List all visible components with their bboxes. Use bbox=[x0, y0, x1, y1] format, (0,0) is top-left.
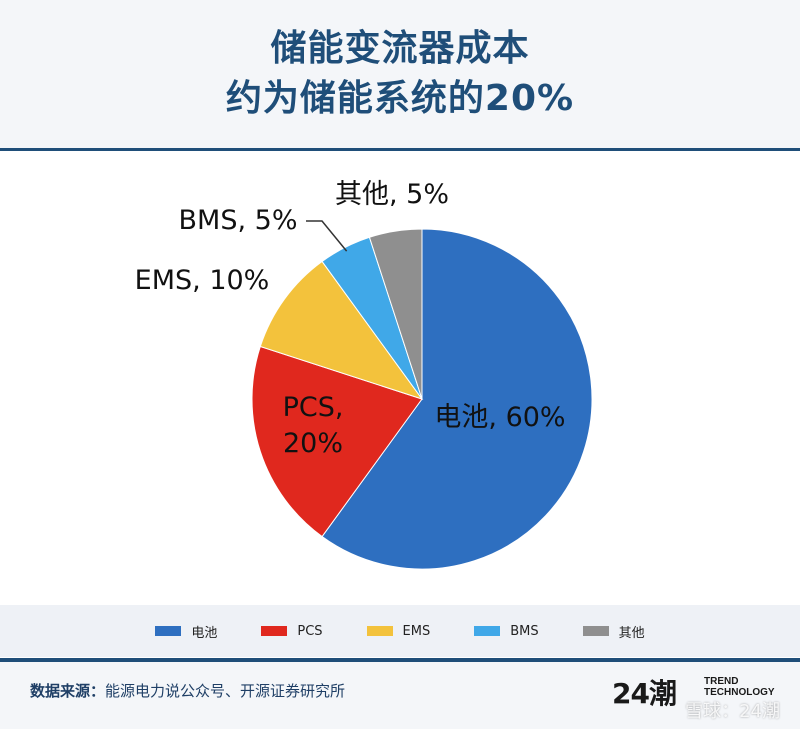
pie-slice-pcs bbox=[251, 345, 423, 538]
brand-text: TREND TECHNOLOGY bbox=[704, 676, 775, 698]
brand-logo: 24潮 TREND TECHNOLOGY bbox=[612, 670, 792, 710]
legend-swatch-other bbox=[582, 626, 609, 636]
brand-line-1: TREND bbox=[704, 676, 739, 687]
brand-mark: 24潮 bbox=[612, 677, 677, 710]
legend-item-battery: 电池 bbox=[155, 622, 217, 641]
pie-slices bbox=[251, 228, 593, 570]
legend-label-pcs: PCS bbox=[297, 623, 323, 639]
legend: 电池 PCS EMS BMS 其他 bbox=[0, 605, 800, 657]
legend-label-other: 其他 bbox=[618, 625, 645, 641]
data-source-label: 数据来源： bbox=[30, 682, 106, 700]
pie-slice-other bbox=[368, 228, 423, 400]
legend-label-ems: EMS bbox=[402, 623, 431, 639]
pie-chart: 电池, 60% PCS, 20% EMS, 10% BMS, 5% 其他, 5% bbox=[135, 179, 593, 570]
legend-swatch-battery bbox=[155, 626, 182, 636]
pie-slice-ems bbox=[259, 260, 424, 400]
chart-title-line-1: 储能变流器成本 bbox=[270, 28, 530, 69]
watermark: 雪球：24潮 bbox=[685, 701, 780, 722]
legend-item-ems: EMS bbox=[366, 623, 431, 639]
pie-label-pcs-1: PCS, bbox=[283, 392, 344, 423]
brand-line-2: TECHNOLOGY bbox=[704, 687, 775, 698]
footer: 数据来源：能源电力说公众号、开源证券研究所 24潮 TREND TECHNOLO… bbox=[0, 662, 800, 729]
legend-label-battery: 电池 bbox=[191, 625, 218, 641]
pie-label-pcs-2: 20% bbox=[283, 428, 343, 459]
pie-leader-bms bbox=[306, 220, 348, 252]
data-source-text: 能源电力说公众号、开源证券研究所 bbox=[105, 682, 346, 700]
legend-label-bms: BMS bbox=[510, 623, 539, 639]
pie-labels: 电池, 60% PCS, 20% EMS, 10% BMS, 5% 其他, 5% bbox=[135, 179, 566, 459]
footer-divider bbox=[0, 658, 800, 662]
pie-label-other: 其他, 5% bbox=[335, 179, 449, 210]
legend-item-other: 其他 bbox=[582, 622, 645, 641]
legend-swatch-ems bbox=[366, 626, 393, 636]
pie-label-ems: EMS, 10% bbox=[135, 265, 270, 296]
pie-slice-battery bbox=[321, 228, 593, 570]
pie-label-battery: 电池, 60% bbox=[434, 402, 565, 433]
pie-label-bms: BMS, 5% bbox=[179, 205, 298, 236]
chart-title-line-2: 约为储能系统的20% bbox=[225, 78, 575, 119]
legend-item-pcs: PCS bbox=[261, 623, 323, 639]
legend-swatch-pcs bbox=[261, 626, 288, 636]
data-source: 数据来源：能源电力说公众号、开源证券研究所 bbox=[30, 680, 345, 701]
chart-header: 储能变流器成本 约为储能系统的20% bbox=[0, 0, 800, 148]
legend-item-bms: BMS bbox=[474, 623, 539, 639]
legend-swatch-bms bbox=[474, 626, 501, 636]
header-divider bbox=[0, 148, 800, 151]
